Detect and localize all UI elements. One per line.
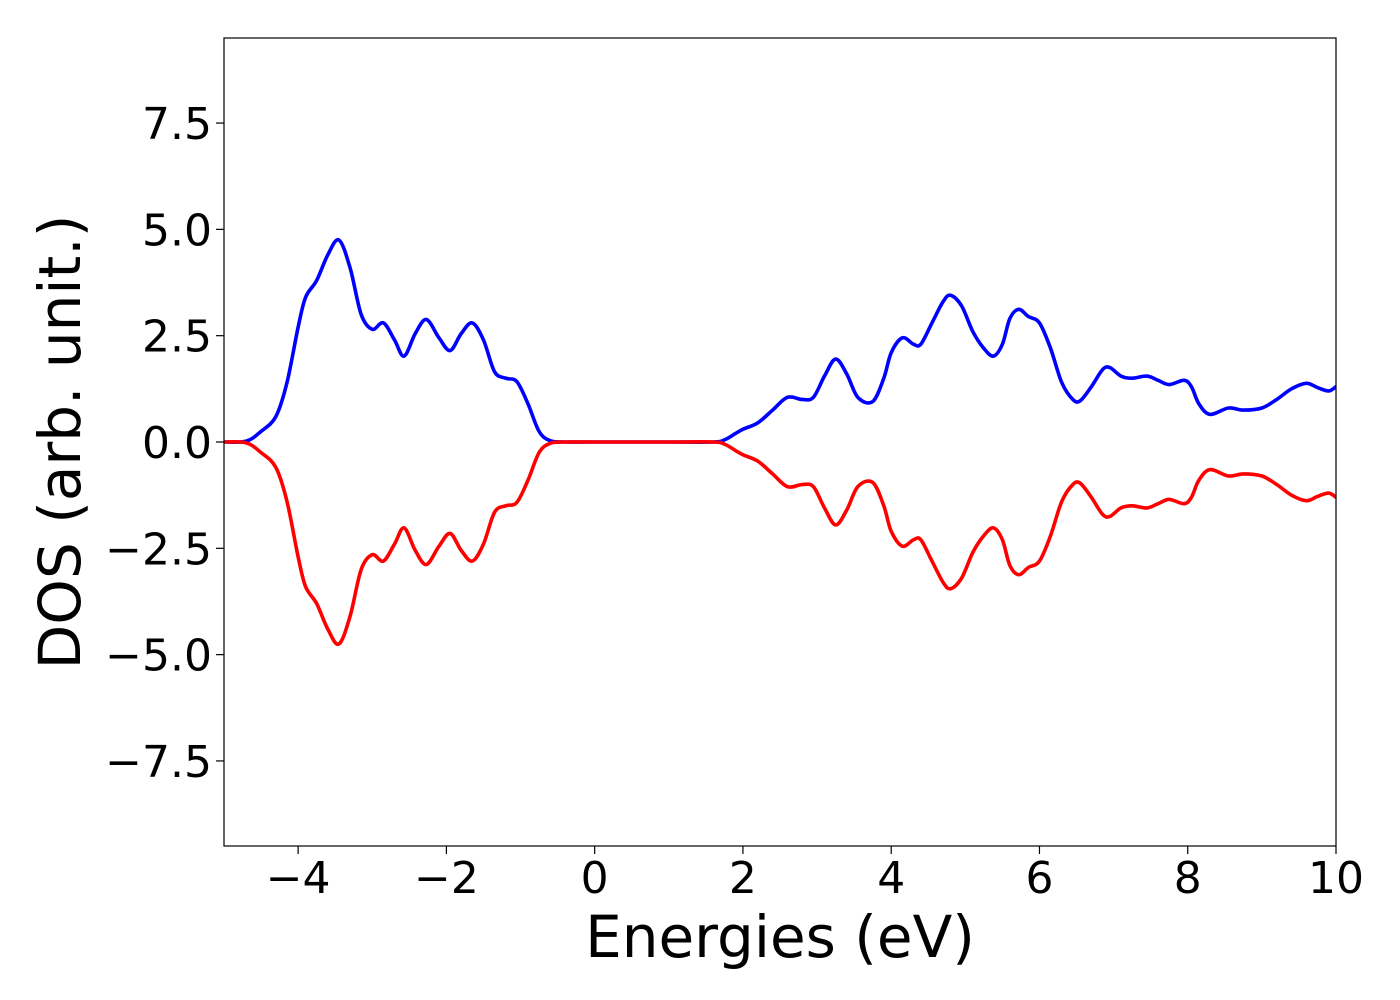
y-tick-label: 5.0 — [142, 205, 212, 256]
x-axis: −4 −2 0 2 4 6 8 10 — [266, 846, 1364, 904]
x-tick-label: 4 — [877, 853, 905, 904]
y-tick-label: −5.0 — [105, 631, 212, 682]
y-tick-label: −7.5 — [105, 737, 212, 788]
y-tick-label: 0.0 — [142, 418, 212, 469]
y-axis-label: DOS (arb. unit.) — [26, 215, 94, 670]
x-tick-label: −2 — [414, 853, 479, 904]
y-tick-label: 2.5 — [142, 312, 212, 363]
series-line-2 — [224, 440, 1336, 647]
x-axis-label: Energies (eV) — [585, 903, 975, 971]
y-axis: −7.5 −5.0 −2.5 0.0 2.5 5.0 7.5 — [105, 99, 224, 788]
x-tick-label: 6 — [1025, 853, 1053, 904]
x-tick-label: 10 — [1308, 853, 1364, 904]
x-tick-label: 8 — [1174, 853, 1202, 904]
series-line-1 — [224, 237, 1336, 444]
y-tick-label: −2.5 — [105, 524, 212, 575]
series-layer — [224, 237, 1336, 647]
x-tick-label: 2 — [729, 853, 757, 904]
x-tick-label: −4 — [266, 853, 331, 904]
y-tick-label: 7.5 — [142, 99, 212, 150]
x-tick-label: 0 — [581, 853, 609, 904]
